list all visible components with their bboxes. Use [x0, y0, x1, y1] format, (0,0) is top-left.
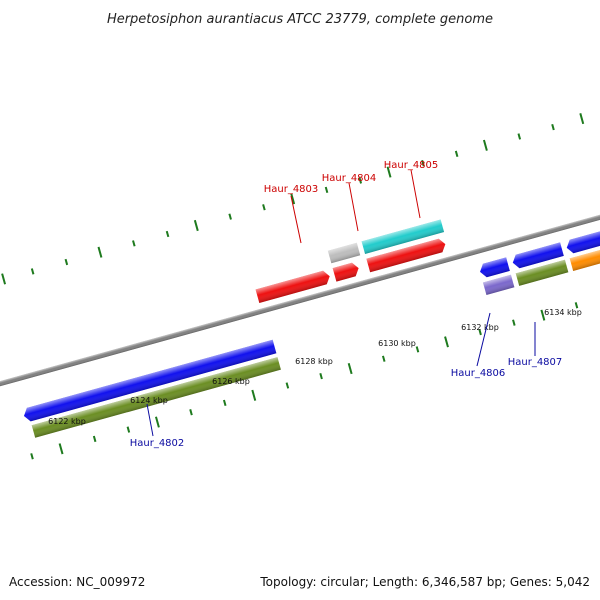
gene-haur-4808-feature[interactable]: [569, 247, 600, 271]
tick-mark: [126, 426, 131, 433]
tick-mark: [358, 177, 363, 184]
tick-mark: [132, 240, 136, 247]
tick-mark: [415, 346, 420, 353]
gene-label-haur-4803[interactable]: Haur_4803: [264, 184, 319, 195]
tick-mark: [574, 302, 579, 309]
tick-label-6130: 6130 kbp: [378, 339, 416, 348]
tick-mark: [285, 382, 290, 389]
tick-mark: [517, 133, 522, 140]
gene-label-haur-4804[interactable]: Haur_4804: [322, 173, 377, 184]
tick-mark: [228, 213, 232, 220]
tick-mark: [579, 113, 585, 125]
tick-mark: [421, 160, 425, 167]
tick-mark: [189, 409, 193, 416]
gene-label-haur-4806[interactable]: Haur_4806: [451, 368, 506, 379]
tick-mark: [290, 193, 296, 205]
tick-mark: [154, 416, 160, 428]
tick-mark: [478, 328, 482, 336]
tick-mark: [444, 336, 449, 348]
gene-haur-4803[interactable]: [255, 269, 332, 303]
tick-mark: [222, 399, 227, 407]
gene-label-haur-4805[interactable]: Haur_4805: [384, 160, 439, 171]
tick-mark: [324, 186, 329, 194]
accession-text: Accession: NC_009972: [9, 575, 145, 589]
tick-row-reverse: [30, 302, 579, 460]
genome-track: [0, 113, 600, 460]
tick-mark: [30, 453, 34, 460]
gene-haur-4804-feature[interactable]: [327, 242, 361, 264]
tick-row-forward: [1, 113, 585, 285]
genome-stats-text: Topology: circular; Length: 6,346,587 bp…: [259, 575, 590, 589]
gene-haur-4807[interactable]: [511, 242, 564, 269]
gene-haur-4808[interactable]: [565, 230, 600, 254]
tick-mark: [262, 204, 266, 211]
forward-leader-lines: [290, 169, 421, 244]
gene-label-haur-4807[interactable]: Haur_4807: [508, 357, 563, 368]
tick-mark: [30, 268, 35, 275]
tick-mark: [1, 273, 7, 285]
gene-haur-4802[interactable]: [22, 339, 277, 423]
reverse-leader-lines: [146, 312, 536, 437]
gene-haur-4807-feature[interactable]: [515, 259, 569, 286]
tick-mark: [165, 230, 170, 238]
tick-mark: [482, 139, 488, 151]
tick-label-6128: 6128 kbp: [295, 357, 333, 366]
tick-mark: [381, 355, 386, 362]
gene-haur-4804[interactable]: [332, 261, 361, 282]
tick-label-6124: 6124 kbp: [130, 396, 168, 405]
tick-mark: [58, 443, 64, 455]
tick-label-6132: 6132 kbp: [461, 323, 499, 332]
tick-mark: [319, 372, 323, 380]
gene-haur-4805[interactable]: [366, 237, 447, 273]
tick-mark: [551, 123, 555, 131]
tick-mark: [92, 435, 97, 443]
tick-mark: [386, 166, 392, 178]
tick-mark: [251, 389, 257, 401]
tick-label-6126: 6126 kbp: [212, 377, 250, 386]
gene-haur-4802-feature[interactable]: [31, 357, 281, 438]
gene-haur-4806-feature[interactable]: [482, 274, 515, 295]
gene-haur-4806[interactable]: [478, 257, 510, 278]
tick-label-6134: 6134 kbp: [544, 308, 582, 317]
gene-label-haur-4802[interactable]: Haur_4802: [130, 438, 185, 449]
tick-mark: [454, 150, 459, 157]
tick-mark: [347, 363, 353, 375]
tick-label-6122: 6122 kbp: [48, 417, 86, 426]
tick-mark: [64, 258, 69, 266]
gene-haur-4805-feature[interactable]: [361, 219, 445, 254]
tick-mark: [97, 246, 103, 258]
tick-mark: [540, 309, 546, 321]
tick-mark: [193, 219, 199, 232]
map-title: Herpetosiphon aurantiacus ATCC 23779, co…: [107, 12, 493, 27]
tick-mark: [512, 319, 516, 326]
